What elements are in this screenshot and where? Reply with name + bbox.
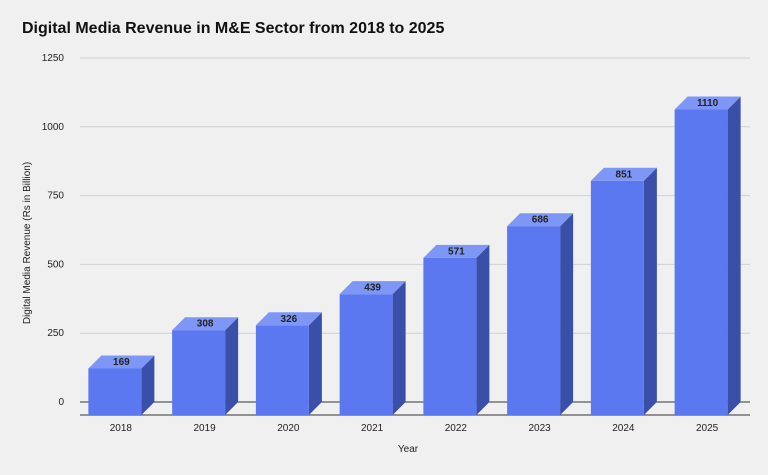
bar-front (507, 226, 561, 415)
bar-top (339, 281, 406, 295)
bar-front (590, 180, 644, 415)
data-label: 686 (532, 215, 549, 226)
x-tick-label: 2019 (194, 423, 217, 434)
bar-2022 (423, 244, 490, 415)
bar-side (308, 312, 322, 415)
chart-title: Digital Media Revenue in M&E Sector from… (22, 20, 445, 37)
data-label: 439 (364, 283, 381, 294)
bar-front (423, 257, 477, 415)
bar-2021 (339, 281, 406, 415)
bar-front (339, 294, 393, 415)
bar-top (255, 312, 322, 326)
data-label: 851 (616, 169, 633, 180)
y-axis-title: Digital Media Revenue (Rs in Billion) (22, 162, 33, 324)
bar-front (674, 109, 728, 415)
bar-2018 (88, 355, 155, 415)
bar-top (423, 244, 490, 258)
bar-side (643, 167, 657, 415)
bar-side (225, 317, 239, 415)
x-tick-label: 2025 (696, 423, 719, 434)
bar-top (590, 167, 657, 181)
bar-front (255, 325, 309, 415)
bar-2019 (172, 317, 239, 415)
bars: 169 308 326 439 571 686 851 1110 (88, 96, 741, 415)
y-tick-label: 750 (47, 191, 64, 202)
bar-side (392, 281, 406, 415)
bar-front (88, 368, 142, 415)
bar-top (172, 317, 239, 331)
bar-side (476, 244, 490, 415)
data-label: 308 (197, 319, 214, 330)
bar-2025 (674, 96, 741, 415)
y-tick-label: 500 (47, 259, 64, 270)
data-label: 1110 (697, 98, 719, 109)
bar-2023 (507, 213, 574, 415)
x-tick-label: 2023 (529, 423, 552, 434)
y-tick-label: 1250 (42, 53, 65, 64)
y-tick-label: 0 (58, 397, 64, 408)
x-tick-label: 2022 (445, 423, 468, 434)
bar-top (88, 355, 155, 369)
bar-top (674, 96, 741, 110)
x-tick-label: 2024 (612, 423, 635, 434)
y-axis-ticks: 0 250 500 750 1000 1250 (42, 53, 65, 408)
x-axis-title: Year (398, 444, 419, 455)
y-tick-label: 250 (47, 328, 64, 339)
bar-top (507, 213, 574, 227)
y-tick-label: 1000 (42, 122, 65, 133)
bar-side (141, 355, 155, 415)
data-label: 326 (281, 314, 298, 325)
data-label: 571 (448, 246, 465, 257)
x-tick-label: 2020 (277, 423, 300, 434)
bar-side (727, 96, 741, 415)
bar-front (172, 330, 226, 415)
x-tick-label: 2021 (361, 423, 384, 434)
data-label: 169 (113, 357, 130, 368)
bar-2020 (255, 312, 322, 415)
bar-2024 (590, 167, 657, 415)
x-tick-label: 2018 (110, 423, 133, 434)
bar-side (560, 213, 574, 415)
x-axis-ticks: 2018 2019 2020 2021 2022 2023 2024 2025 (110, 423, 719, 434)
